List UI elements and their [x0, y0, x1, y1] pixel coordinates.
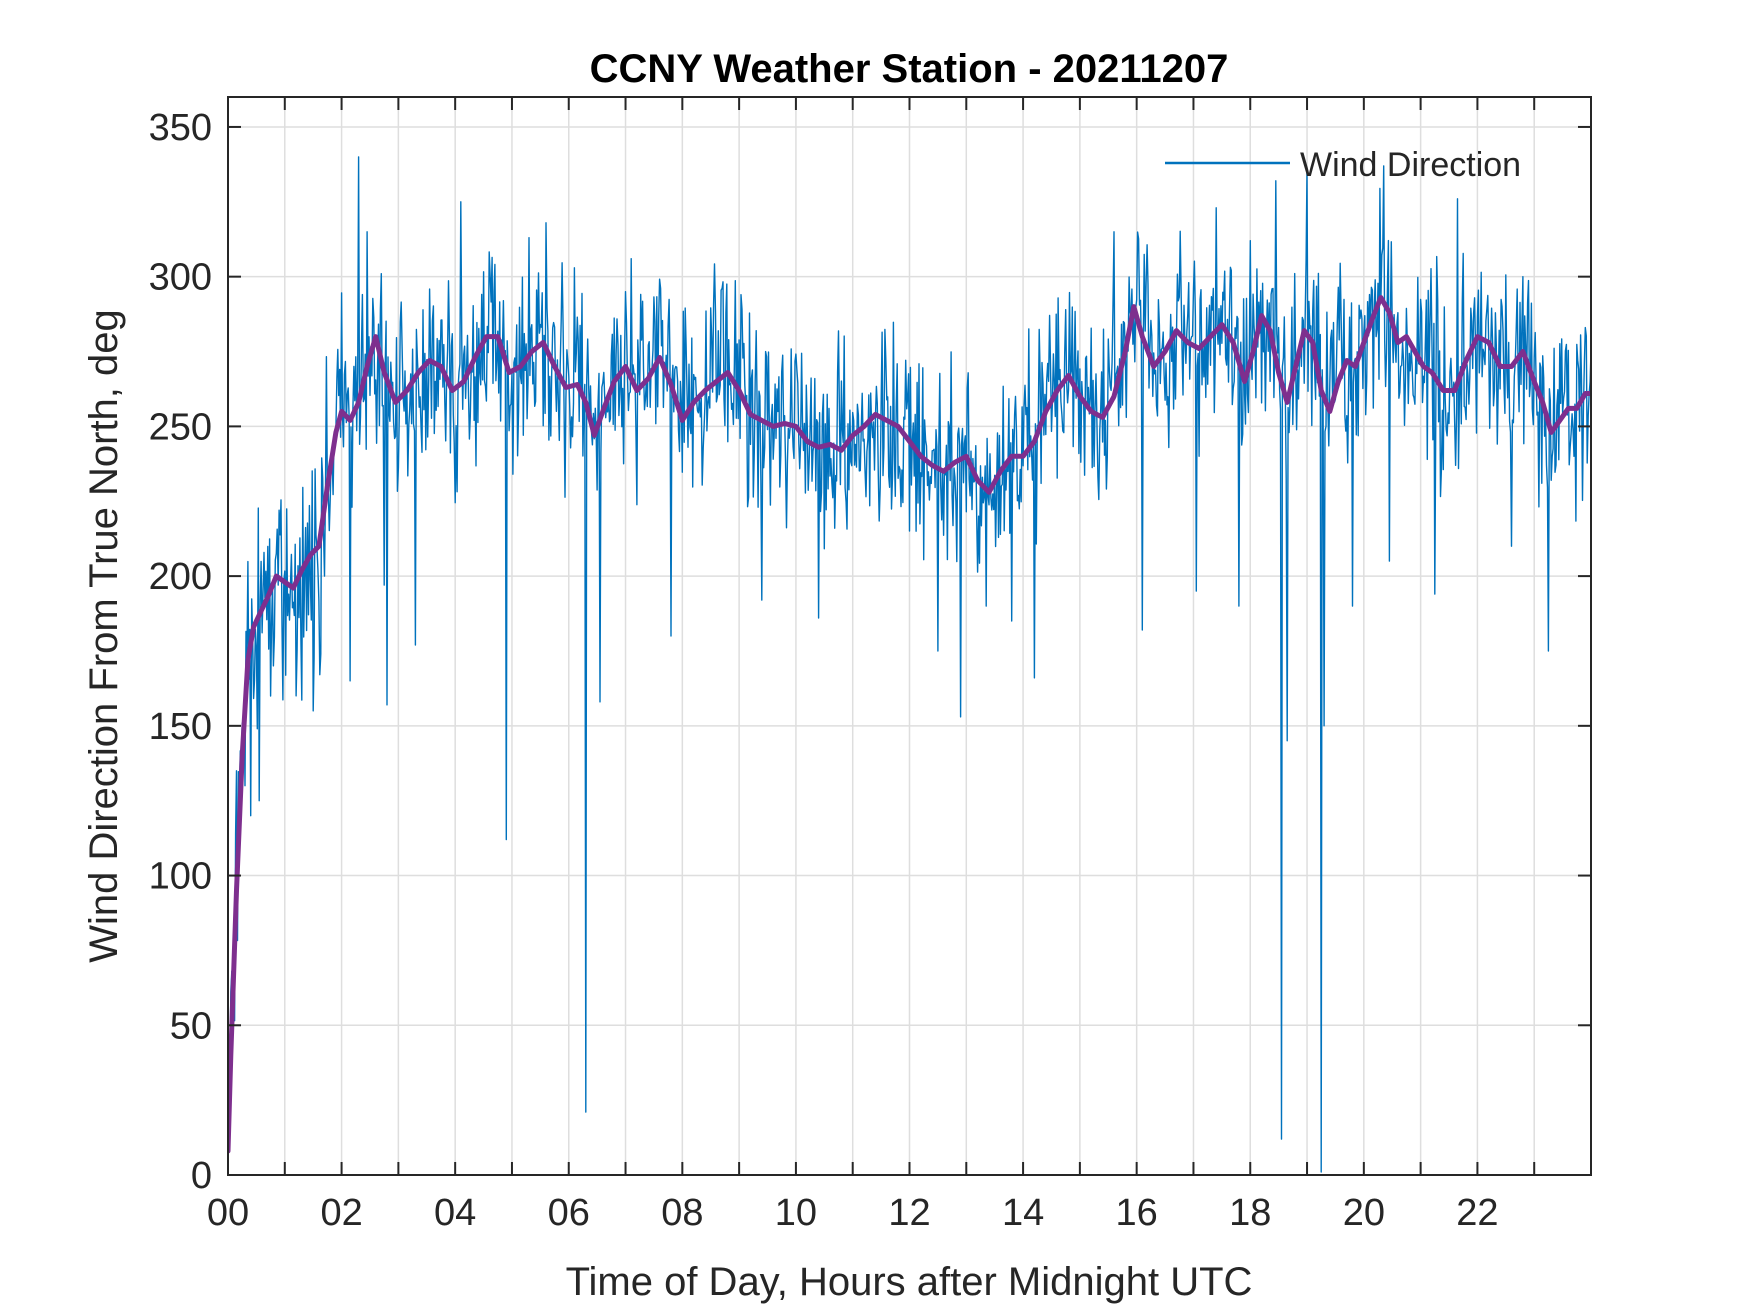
y-tick-label: 350: [149, 107, 212, 149]
x-tick-label: 12: [888, 1192, 930, 1234]
y-tick-label: 100: [149, 856, 212, 898]
series-layer: [228, 156, 1591, 1173]
x-tick-label: 22: [1456, 1192, 1498, 1234]
tick-labels: 00 02 04 06 08 10 12 14 16 18 20 22 0 50 100 150 200 250 3…: [149, 107, 1499, 1234]
x-tick-label: 02: [320, 1192, 362, 1234]
y-tick-label: 300: [149, 257, 212, 299]
x-axis-label: Time of Day, Hours after Midnight UTC: [566, 1260, 1253, 1304]
legend-wind-direction-label: Wind Direction: [1300, 146, 1521, 184]
x-tick-label: 18: [1229, 1192, 1271, 1234]
x-tick-label: 14: [1002, 1192, 1044, 1234]
y-tick-label: 50: [170, 1005, 212, 1047]
x-tick-label: 16: [1116, 1192, 1158, 1234]
y-tick-label: 250: [149, 406, 212, 448]
y-tick-label: 150: [149, 706, 212, 748]
x-tick-label: 20: [1343, 1192, 1385, 1234]
y-tick-label: 200: [149, 556, 212, 598]
y-tick-label: 0: [191, 1155, 212, 1197]
x-tick-label: 10: [775, 1192, 817, 1234]
x-tick-label: 00: [207, 1192, 249, 1234]
chart-title: CCNY Weather Station - 20211207: [590, 47, 1229, 91]
x-tick-label: 08: [661, 1192, 703, 1234]
y-axis-label: Wind Direction From True North, deg: [82, 309, 126, 963]
x-tick-label: 06: [548, 1192, 590, 1234]
wind-direction-series-line: [228, 156, 1591, 1173]
x-tick-label: 04: [434, 1192, 476, 1234]
axes: [227, 96, 1592, 1176]
smoothed-series-line: [228, 295, 1591, 1154]
legend: Wind Direction: [1165, 146, 1521, 184]
